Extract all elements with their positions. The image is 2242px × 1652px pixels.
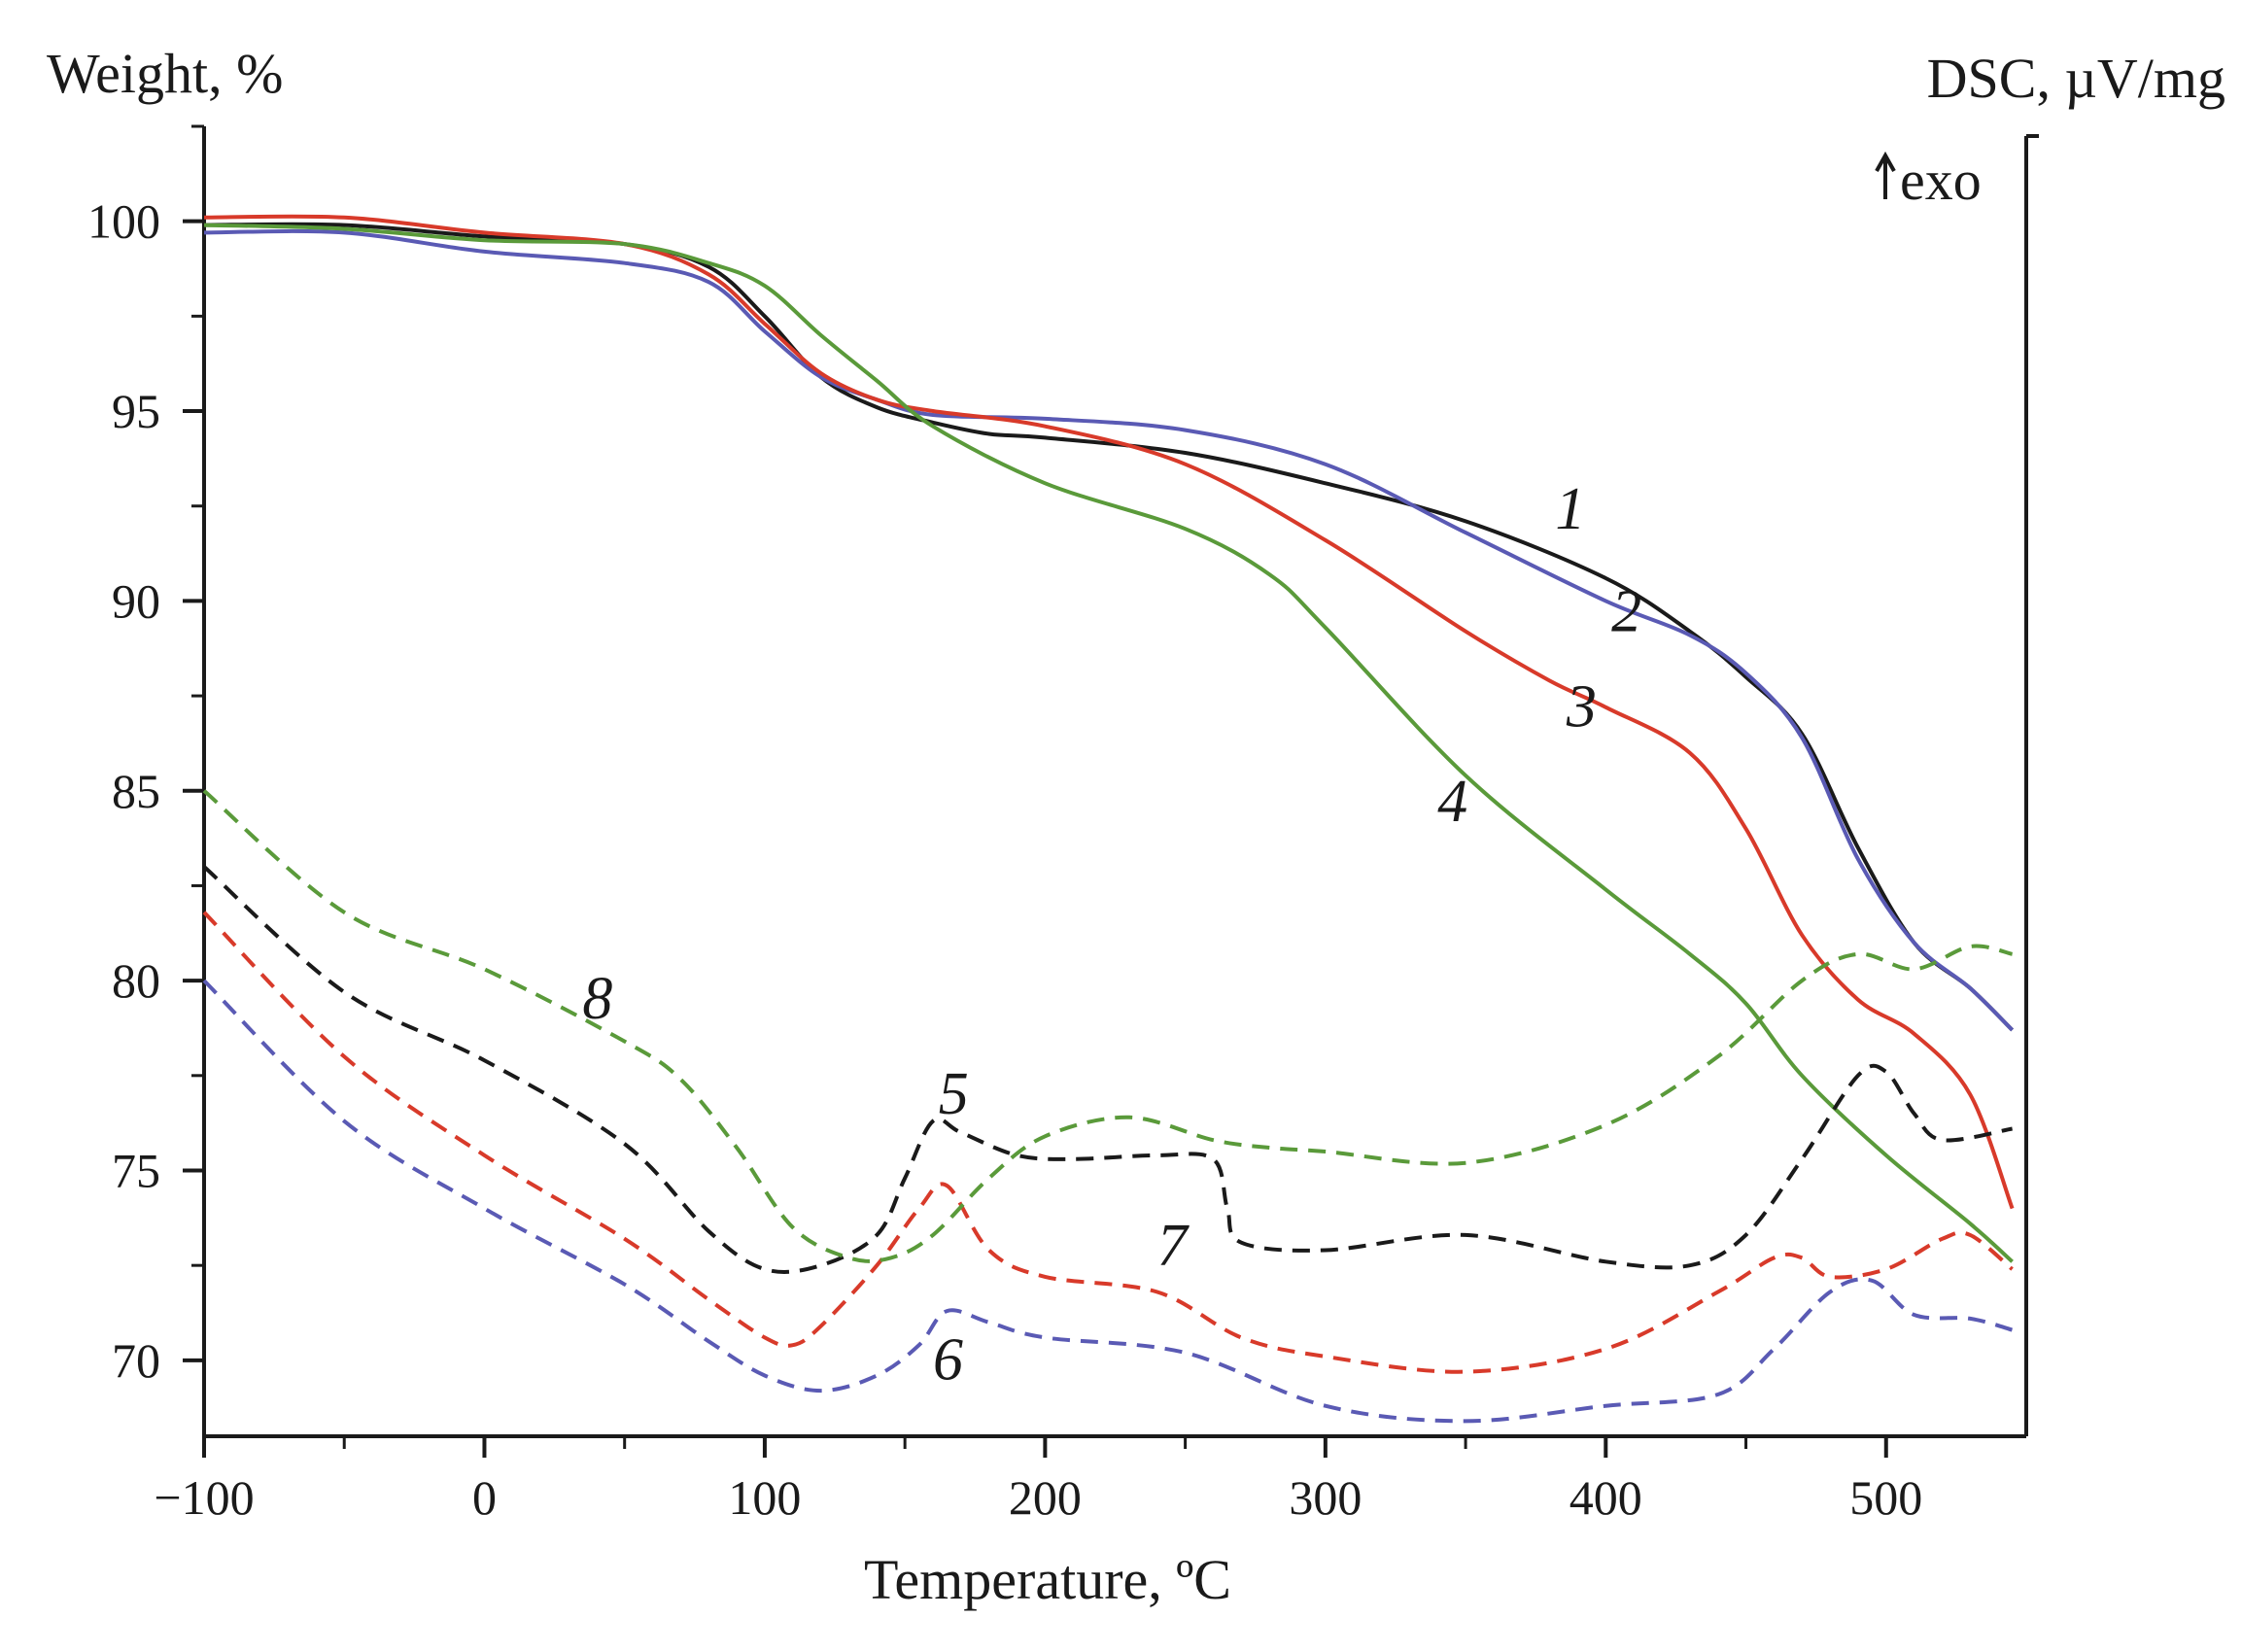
series-5-label: 5 <box>939 1061 969 1127</box>
y-tick-label: 90 <box>112 573 160 628</box>
series-group <box>202 214 2015 1424</box>
x-tick-label: 0 <box>472 1470 497 1525</box>
x-tick-label: 500 <box>1849 1470 1922 1525</box>
series-6-line <box>202 979 2014 1424</box>
exo-label: exo <box>1900 149 1982 212</box>
x-tick-label: 100 <box>728 1470 801 1525</box>
series-2-line <box>203 228 2015 1032</box>
y-tick-label: 85 <box>112 764 160 818</box>
series-3-line <box>203 214 2015 1210</box>
x-ticks: −100 0 100 200 300 400 500 <box>154 1436 1922 1525</box>
y-tick-label: 95 <box>112 384 160 438</box>
series-4-line <box>203 223 2014 1263</box>
y-tick-label: 75 <box>112 1143 160 1197</box>
series-2-label: 2 <box>1611 579 1641 645</box>
x-tick-label: 200 <box>1009 1470 1082 1525</box>
series-4-label: 4 <box>1437 769 1467 835</box>
series-8-label: 8 <box>582 966 612 1032</box>
exo-indicator: exo <box>1875 149 1982 212</box>
series-1-line <box>203 222 2015 1032</box>
y-axis-title-right: DSC, µV/mg <box>1927 47 2225 110</box>
y-tick-label: 100 <box>87 194 160 249</box>
y-tick-label: 70 <box>112 1333 160 1388</box>
series-5-line <box>202 865 2013 1274</box>
x-axis-title: Temperature, ºC <box>864 1548 1231 1611</box>
x-tick-label: −100 <box>154 1470 254 1525</box>
y-ticks: 70 75 80 85 90 95 100 <box>87 124 204 1388</box>
exo-arrow-icon <box>1875 151 1896 199</box>
y-axis-title-left: Weight, % <box>47 42 283 105</box>
series-3-label: 3 <box>1566 673 1597 740</box>
series-labels: 123 4 5 6 7 8 <box>582 476 1641 1393</box>
x-tick-label: 400 <box>1569 1470 1642 1525</box>
series-7-line <box>202 911 2014 1374</box>
series-7-label: 7 <box>1157 1213 1190 1279</box>
series-1-label: 1 <box>1555 476 1585 542</box>
series-6-label: 6 <box>933 1326 963 1393</box>
series-8-line <box>202 789 2014 1263</box>
x-tick-label: 300 <box>1289 1470 1362 1525</box>
y-tick-label: 80 <box>112 953 160 1008</box>
